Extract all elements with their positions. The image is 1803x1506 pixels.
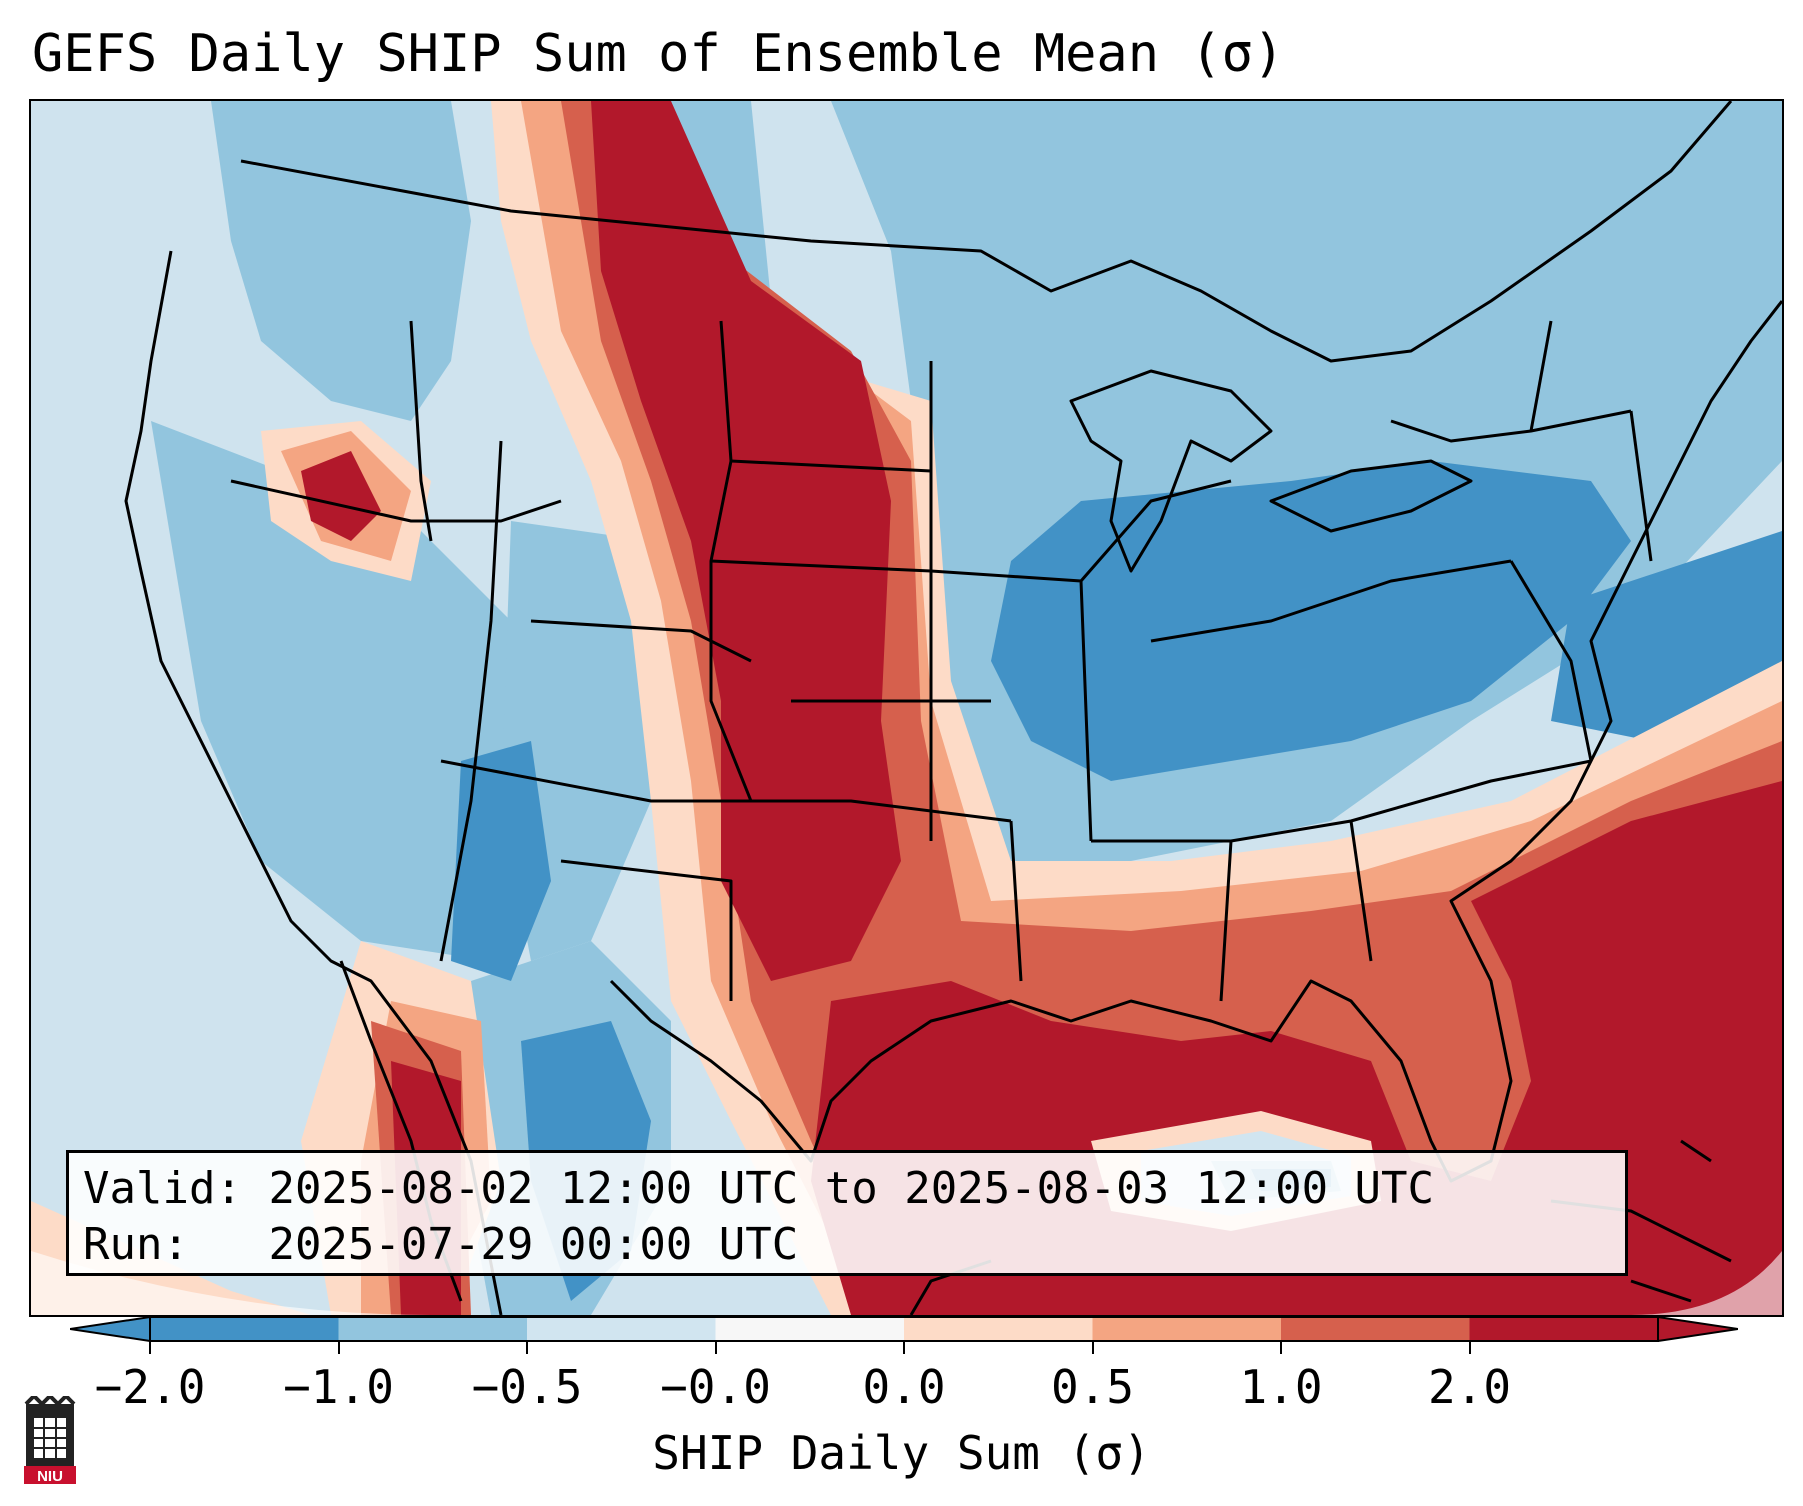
colorbar-tick-label: −0.0 (660, 1360, 771, 1414)
colorbar-tick-mark (903, 1342, 905, 1354)
colorbar-tick-mark (1091, 1342, 1094, 1354)
run-row: Run: 2025-07-29 00:00 UTC (83, 1217, 1611, 1273)
colorbar-label: SHIP Daily Sum (σ) (652, 1426, 1151, 1480)
colorbar-tick-label: −2.0 (94, 1360, 206, 1414)
colorbar-extend-min (70, 1316, 151, 1342)
projection-edge-left (31, 1251, 431, 1315)
colorbar-segment (715, 1317, 905, 1341)
colorbar (70, 1316, 1738, 1342)
colorbar-tick-mark (1468, 1342, 1471, 1354)
boundaries (124, 101, 1782, 1315)
colorbar-tick-label: 0.0 (862, 1360, 946, 1414)
colorbar-tick-label: 1.0 (1239, 1360, 1323, 1414)
colorbar-segment (1092, 1317, 1282, 1341)
colorbar-tick-mark (526, 1342, 528, 1354)
colorbar-segments (70, 1316, 1738, 1342)
valid-label: Valid: (83, 1163, 242, 1214)
great-lakes (1069, 369, 1273, 573)
valid-row: Valid: 2025-08-02 12:00 UTC to 2025-08-0… (83, 1161, 1611, 1217)
colorbar-segment (527, 1317, 716, 1341)
us-coastline (124, 250, 503, 1315)
colorbar-tick-mark (1280, 1342, 1282, 1354)
colorbar-tick-label: 2.0 (1427, 1360, 1512, 1414)
colorbar-tick-label: −1.0 (283, 1360, 394, 1414)
ship-anomaly-map (31, 101, 1782, 1315)
projection-edge-right (1631, 1251, 1782, 1315)
colorbar-segment (150, 1317, 339, 1341)
logo-text: NIU (37, 1468, 63, 1485)
run-value: 2025-07-29 00:00 UTC (268, 1219, 799, 1270)
colorbar-tick-mark (337, 1342, 340, 1354)
colorbar-tick-mark (149, 1342, 151, 1354)
colorbar-segment (1281, 1317, 1470, 1341)
colorbar-tick-mark (714, 1342, 717, 1354)
colorbar-outline (149, 1316, 1659, 1342)
gulf-coast (609, 300, 1782, 1183)
colorbar-tick-label: −0.5 (471, 1360, 583, 1414)
run-label: Run: (83, 1219, 189, 1270)
colorbar-tick-label: 0.5 (1050, 1360, 1135, 1414)
colorbar-segment (904, 1317, 1093, 1341)
colorbar-segment (338, 1317, 528, 1341)
niu-logo: NIU (24, 1396, 76, 1485)
map-panel[interactable] (29, 99, 1784, 1317)
us-canada-border (240, 101, 1733, 363)
colorbar-extend-max (1657, 1316, 1738, 1342)
map-title: GEFS Daily SHIP Sum of Ensemble Mean (σ) (32, 24, 1285, 84)
valid-value: 2025-08-02 12:00 UTC to 2025-08-03 12:00… (268, 1163, 1435, 1214)
colorbar-segment (1469, 1317, 1659, 1341)
valid-run-info-box: Valid: 2025-08-02 12:00 UTC to 2025-08-0… (66, 1150, 1628, 1276)
